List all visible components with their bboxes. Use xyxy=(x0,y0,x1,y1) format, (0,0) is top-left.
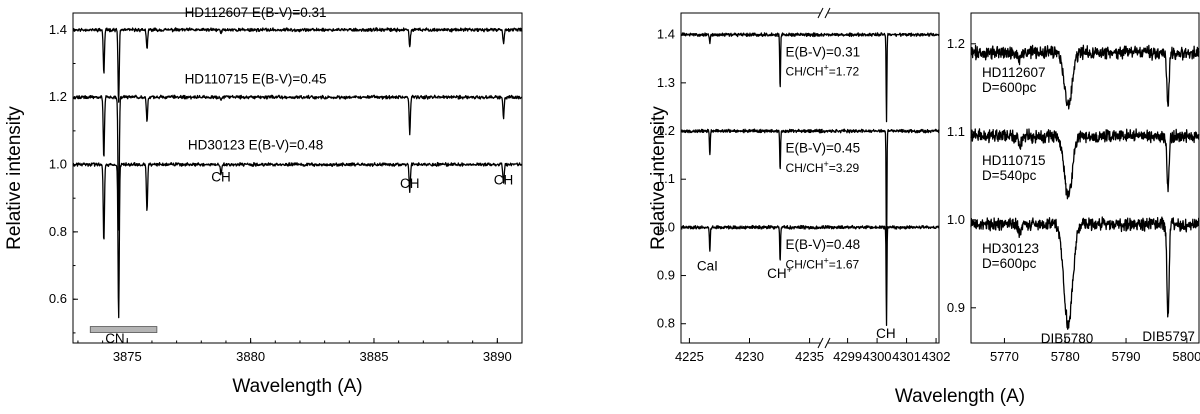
middle-annotation-sup: + xyxy=(824,63,829,73)
right-annotation: DIB5797 xyxy=(1142,329,1195,344)
right-annotation: HD30123 xyxy=(982,241,1039,256)
left-plot-frame xyxy=(72,12,523,344)
middle-x-tick-label: 4230 xyxy=(735,349,764,364)
right-x-tick-label: 5800 xyxy=(1172,349,1200,364)
middle-spectrum-line-0-1 xyxy=(823,32,940,123)
axis-break-mark xyxy=(824,337,831,349)
middle-annotation-tail: =1.67 xyxy=(829,257,860,271)
middle-spectrum-line-1-1 xyxy=(823,128,940,262)
right-annotation: D=540pc xyxy=(982,168,1037,183)
middle-y-axis-title: Relative intensity xyxy=(648,106,669,250)
middle-annotation-base: CH/CH xyxy=(786,161,824,175)
left-y-axis-title: Relative intensity xyxy=(4,106,25,250)
right-annotation: HD110715 xyxy=(982,153,1046,168)
left-spectrum-line-1 xyxy=(72,94,523,231)
middle-x-tick-label: 4301 xyxy=(892,349,921,364)
left-x-tick-label: 3880 xyxy=(236,349,265,364)
middle-annotation-sup: + xyxy=(824,255,829,265)
middle-annotation-base: CH xyxy=(767,266,787,281)
axis-break-mark xyxy=(817,7,824,19)
left-y-tick-label: 0.8 xyxy=(49,224,67,239)
left-y-tick-label: 1.4 xyxy=(49,22,67,37)
left-annotation: CN xyxy=(105,331,125,346)
left-spectrum-line-0 xyxy=(72,27,523,103)
right-annotation: DIB5780 xyxy=(1041,331,1094,346)
right-annotation: HD112607 xyxy=(982,65,1046,80)
middle-panel: 4225 4230 4235 4299 4300 4301 4302 0.8 0.9 1.0 1.1… xyxy=(648,7,1025,407)
left-x-axis-title: Wavelength (A) xyxy=(232,376,362,397)
left-spectrum-line-2 xyxy=(72,161,523,319)
middle-annotation: CH/CH+=3.29 xyxy=(786,159,860,175)
left-annotation: CH xyxy=(494,173,514,188)
middle-y-tick-label: 0.9 xyxy=(657,268,675,283)
left-panel: 3875 3880 3885 3890 0.6 0.8 1.0 1.2 1.4 Wavelengt… xyxy=(4,5,523,397)
middle-annotation-base: CH/CH xyxy=(786,65,824,79)
left-annotation: HD110715 E(B-V)=0.45 xyxy=(185,72,327,87)
middle-annotation-tail: =1.72 xyxy=(829,65,860,79)
right-annotation: D=600pc xyxy=(982,256,1037,271)
right-annotation: D=600pc xyxy=(982,80,1037,95)
left-y-tick-label: 1.0 xyxy=(49,157,67,172)
right-y-tick-label: 0.9 xyxy=(947,300,965,315)
middle-x-tick-label: 4235 xyxy=(795,349,824,364)
right-y-tick-label: 1.0 xyxy=(947,212,965,227)
middle-x-tick-label: 4299 xyxy=(833,349,862,364)
right-y-tick-label: 1.2 xyxy=(947,36,965,51)
right-x-tick-label: 5770 xyxy=(990,349,1019,364)
axis-break-gap xyxy=(820,8,828,18)
right-y-tick-label: 1.1 xyxy=(947,124,965,139)
right-spectrum-line-1 xyxy=(970,128,1200,200)
right-x-tick-label: 5780 xyxy=(1051,349,1080,364)
middle-annotation-sup: + xyxy=(787,265,792,275)
middle-x-axis-title: Wavelength (A) xyxy=(895,386,1025,407)
right-plot-frame xyxy=(970,12,1200,344)
middle-spectrum-line-1-0 xyxy=(680,128,825,170)
middle-x-tick-label: 4300 xyxy=(863,349,892,364)
middle-annotation: CH/CH+=1.72 xyxy=(786,63,860,79)
middle-y-tick-label: 1.0 xyxy=(657,219,675,234)
middle-y-tick-label: 1.3 xyxy=(657,75,675,90)
middle-annotation-base: CH/CH xyxy=(786,257,824,271)
left-x-tick-label: 3885 xyxy=(360,349,389,364)
middle-y-tick-label: 0.8 xyxy=(657,316,675,331)
right-panel: 5770 5780 5790 58000.91.01.11.2HD112607D=60… xyxy=(947,12,1200,364)
middle-annotation: CH/CH+=1.67 xyxy=(786,255,860,271)
left-annotation: HD30123 E(B-V)=0.48 xyxy=(188,137,323,152)
cn-band-bar xyxy=(89,326,158,333)
middle-plot-frame xyxy=(680,12,940,344)
middle-x-tick-label: 4225 xyxy=(675,349,704,364)
right-spectrum-line-2 xyxy=(970,216,1200,330)
left-x-tick-label: 3875 xyxy=(113,349,142,364)
left-annotation: HD112607 E(B-V)=0.31 xyxy=(185,5,327,20)
axis-break-mark xyxy=(817,337,824,349)
left-y-tick-label: 0.6 xyxy=(49,291,67,306)
middle-y-tick-label: 1.1 xyxy=(657,171,675,186)
middle-x-tick-label: 4302 xyxy=(922,349,951,364)
middle-y-tick-label: 1.4 xyxy=(657,27,675,42)
right-x-tick-label: 5790 xyxy=(1112,349,1141,364)
middle-annotation: E(B-V)=0.45 xyxy=(786,141,861,156)
left-annotation: CH xyxy=(211,169,231,184)
left-annotation: CH xyxy=(400,176,420,191)
left-x-tick-label: 3890 xyxy=(483,349,512,364)
middle-annotation-sup: + xyxy=(824,159,829,169)
middle-annotation: CaI xyxy=(697,259,718,274)
middle-annotation: CH xyxy=(876,326,896,341)
middle-spectrum-line-2-1 xyxy=(823,224,940,327)
middle-spectrum-line-0-0 xyxy=(680,32,825,88)
left-y-tick-label: 1.2 xyxy=(49,89,67,104)
axis-break-gap xyxy=(820,338,828,348)
axis-break-mark xyxy=(824,7,831,19)
middle-annotation: E(B-V)=0.48 xyxy=(786,237,861,252)
middle-annotation: E(B-V)=0.31 xyxy=(786,44,861,59)
middle-annotation: CH+ xyxy=(767,265,792,281)
middle-annotation-tail: =3.29 xyxy=(829,161,860,175)
middle-spectrum-line-2-0 xyxy=(680,224,825,261)
middle-y-tick-label: 1.2 xyxy=(657,123,675,138)
right-spectrum-line-0 xyxy=(970,44,1200,110)
